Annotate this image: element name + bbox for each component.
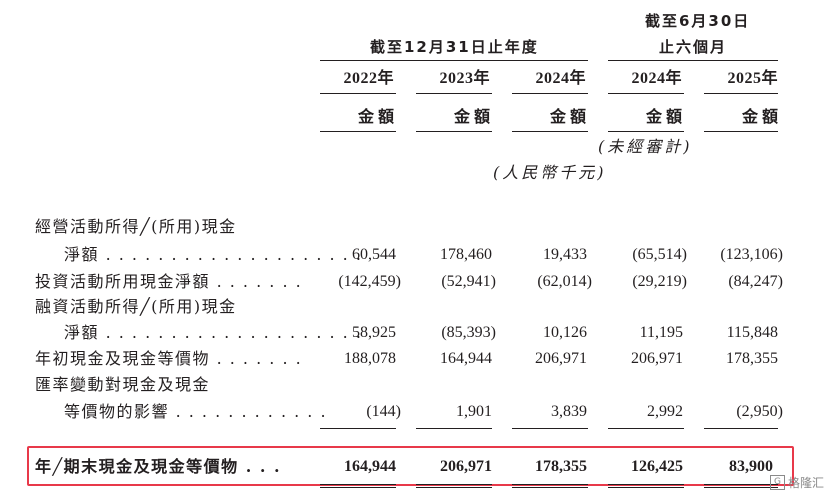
watermark-logo-icon: G <box>769 475 785 490</box>
row-closing-cash-2022: 164,944 <box>344 458 396 475</box>
watermark-text: 格隆汇 <box>787 476 824 490</box>
amount-rule-4 <box>608 131 684 132</box>
header-rule-year <box>320 60 588 61</box>
total-double-rule-4 <box>608 484 684 488</box>
amount-label-4: 金額 <box>645 109 686 126</box>
row-operating-2022: 60,544 <box>352 246 396 263</box>
watermark: G 格隆汇 <box>769 474 824 491</box>
year-rule-5 <box>704 93 778 94</box>
row-operating-2024: 19,433 <box>543 246 587 263</box>
period-header-year-ended: 截至12月31日止年度 <box>370 38 539 56</box>
year-rule-3 <box>512 93 588 94</box>
total-double-rule-1 <box>320 484 396 488</box>
subtotal-rule-1 <box>320 428 396 429</box>
year-2023: 2023年 <box>439 70 490 87</box>
header-rule-six <box>608 60 778 61</box>
row-operating-2025h1: (123,106) <box>720 246 783 263</box>
subtotal-rule-4 <box>608 428 684 429</box>
row-investing-2024h1: (29,219) <box>632 273 687 290</box>
row-fx-label-line2: 等價物的影響 . . . . . . . . . . . . <box>64 402 328 421</box>
total-double-rule-2 <box>416 484 492 488</box>
row-opening-cash-label: 年初現金及現金等價物 . . . . . . . <box>35 349 303 368</box>
row-investing-2025h1: (84,247) <box>728 273 783 290</box>
row-financing-label-line2: 淨額 . . . . . . . . . . . . . . . . . . .… <box>64 323 363 342</box>
row-fx-label-line1: 匯率變動對現金及現金 <box>35 375 211 394</box>
row-financing-2024h1: 11,195 <box>639 324 683 341</box>
row-financing-2023: (85,393) <box>441 324 496 341</box>
amount-rule-1 <box>320 131 396 132</box>
amount-rule-2 <box>416 131 492 132</box>
amount-label-1: 金額 <box>357 109 398 126</box>
row-investing-2024: (62,014) <box>537 273 592 290</box>
total-double-rule-5 <box>704 484 778 488</box>
year-2025-interim: 2025年 <box>727 70 778 87</box>
amount-rule-5 <box>704 131 778 132</box>
row-fx-2022: (144) <box>366 403 401 420</box>
row-closing-cash-2025h1: 83,900 <box>729 458 773 475</box>
row-operating-label-line2: 淨額 . . . . . . . . . . . . . . . . . . .… <box>64 245 363 264</box>
total-double-rule-3 <box>512 484 588 488</box>
row-opening-cash-2024: 206,971 <box>535 350 587 367</box>
amount-label-3: 金額 <box>549 109 590 126</box>
row-closing-cash-2024: 178,355 <box>535 458 587 475</box>
amount-label-2: 金額 <box>453 109 494 126</box>
row-fx-2024: 3,839 <box>551 403 587 420</box>
amount-label-5: 金額 <box>741 109 782 126</box>
row-opening-cash-2023: 164,944 <box>440 350 492 367</box>
row-closing-cash-2024h1: 126,425 <box>631 458 683 475</box>
row-investing-2022: (142,459) <box>338 273 401 290</box>
row-financing-2025h1: 115,848 <box>726 324 778 341</box>
row-investing-label: 投資活動所用現金淨額 . . . . . . . <box>35 272 303 291</box>
subtotal-rule-2 <box>416 428 492 429</box>
year-rule-1 <box>320 93 396 94</box>
period-header-six-months-line2: 止六個月 <box>659 38 728 56</box>
amount-rule-3 <box>512 131 588 132</box>
row-opening-cash-2025h1: 178,355 <box>726 350 778 367</box>
row-fx-2025h1: (2,950) <box>736 403 783 420</box>
period-header-six-months-line1: 截至6月30日 <box>645 12 751 30</box>
row-opening-cash-2024h1: 206,971 <box>631 350 683 367</box>
year-rule-4 <box>608 93 684 94</box>
unaudited-note: (未經審計) <box>598 137 693 156</box>
row-opening-cash-2022: 188,078 <box>344 350 396 367</box>
row-fx-2023: 1,901 <box>456 403 492 420</box>
row-financing-2024: 10,126 <box>543 324 587 341</box>
year-2024: 2024年 <box>535 70 586 87</box>
row-closing-cash-label: 年╱期末現金及現金等價物 . . . <box>35 457 282 476</box>
year-2022: 2022年 <box>343 70 394 87</box>
year-rule-2 <box>416 93 492 94</box>
total-row-highlight <box>27 446 794 486</box>
row-financing-2022: 58,925 <box>352 324 396 341</box>
subtotal-rule-3 <box>512 428 588 429</box>
row-investing-2023: (52,941) <box>441 273 496 290</box>
row-fx-2024h1: 2,992 <box>647 403 683 420</box>
row-closing-cash-2023: 206,971 <box>440 458 492 475</box>
row-operating-2024h1: (65,514) <box>632 246 687 263</box>
row-financing-label-line1: 融資活動所得╱(所用)現金 <box>35 297 237 316</box>
currency-unit: (人民幣千元) <box>493 163 607 182</box>
row-operating-2023: 178,460 <box>440 246 492 263</box>
row-operating-label-line1: 經營活動所得╱(所用)現金 <box>35 217 237 236</box>
year-2024-interim: 2024年 <box>631 70 682 87</box>
subtotal-rule-5 <box>704 428 778 429</box>
